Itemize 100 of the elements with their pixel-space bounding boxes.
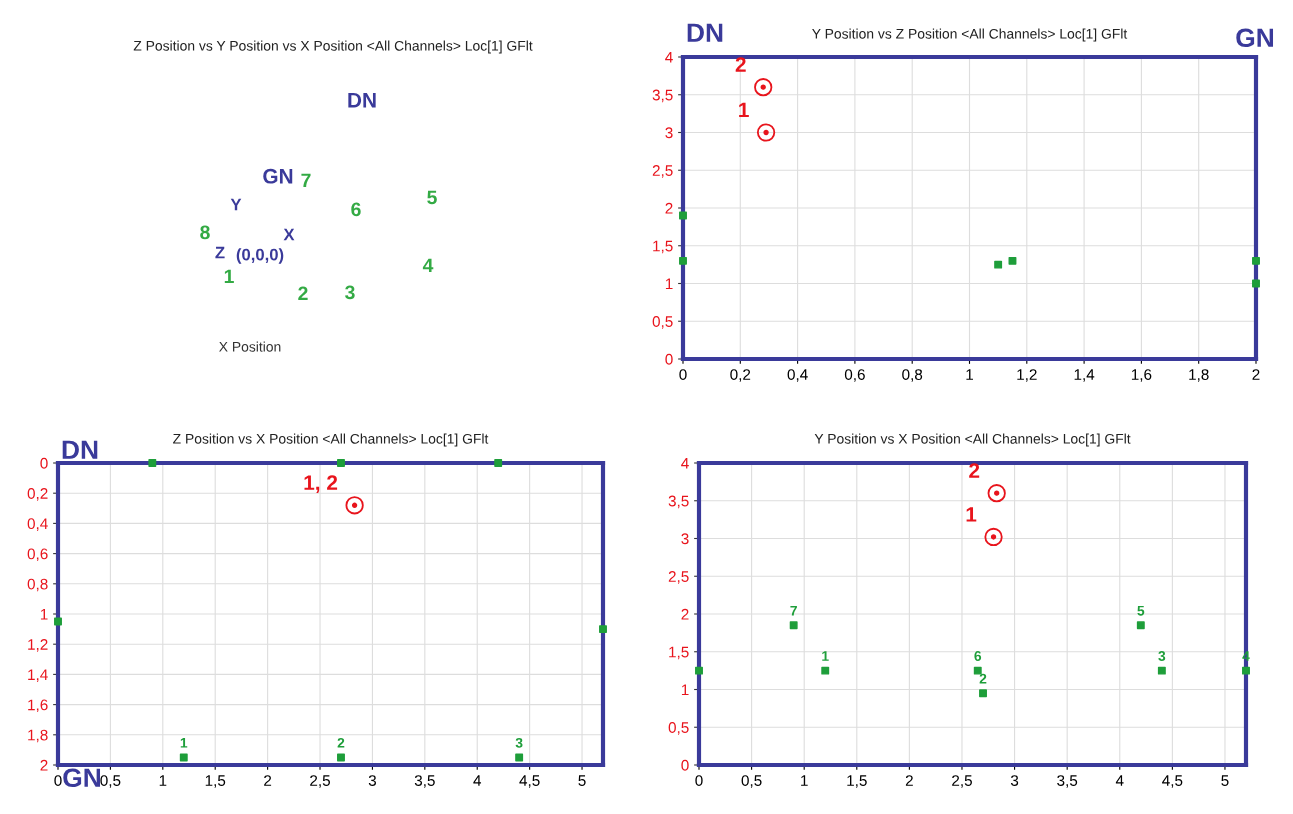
text: Z Position vs Y Position vs X Position <All Channels> Loc[1] GFlt [133, 40, 533, 54]
point [345, 496, 364, 515]
point [494, 459, 503, 467]
text: 3 [345, 285, 355, 300]
y-tick-label: 0,2 [27, 488, 48, 501]
text: Z [215, 246, 225, 259]
text: 2 [298, 286, 308, 301]
x-tick-label: 0,6 [844, 369, 865, 382]
y-tick-label: 3,5 [652, 89, 673, 103]
y-tick-label: 1,5 [669, 646, 689, 660]
point [754, 78, 773, 97]
annotation: 6 [974, 651, 982, 661]
x-tick-label: 4,5 [1162, 775, 1183, 788]
x-tick-label: 4,5 [519, 775, 540, 788]
x-tick-label: 2,5 [952, 775, 972, 788]
point [973, 666, 982, 675]
y-tick-label: 1,8 [28, 729, 48, 743]
point [789, 621, 798, 630]
x-tick-label: 0,5 [741, 775, 762, 788]
text: (0,0,0) [236, 248, 284, 264]
y-tick-label: 3,5 [668, 495, 689, 509]
chart-title: Y Position vs X Position <All Channels> Loc[1] GFlt [814, 433, 1131, 447]
text: 1 [224, 269, 234, 284]
text: GN [1236, 28, 1274, 48]
text: 5 [427, 190, 437, 205]
annotation: 3 [515, 737, 523, 748]
y-tick-label: 2 [40, 759, 48, 771]
y-tick-label: 4 [665, 52, 673, 63]
x-tick-label: 1,5 [847, 775, 867, 788]
point [979, 689, 987, 698]
annotation: 1, 2 [304, 475, 338, 494]
text: GN [263, 168, 293, 184]
point [984, 527, 1003, 547]
x-tick-label: 5 [578, 775, 586, 786]
x-tick-label: 1,2 [1017, 369, 1037, 382]
text: 8 [200, 225, 210, 240]
x-tick-label: 5 [1221, 775, 1229, 786]
y-tick-label: 0,4 [27, 518, 48, 531]
point [1252, 256, 1260, 265]
annotation: 2 [735, 57, 746, 72]
x-tick-label: 2,5 [310, 775, 330, 788]
annotation: 7 [790, 605, 797, 616]
annotation: 3 [1158, 651, 1166, 661]
y-tick-label: 2 [681, 608, 689, 620]
x-tick-label: 0,8 [902, 369, 923, 382]
x-tick-label: 2 [1252, 369, 1260, 380]
annotation: 4 [1242, 651, 1250, 661]
text: 6 [351, 202, 361, 217]
y-tick-label: 1,4 [28, 669, 48, 682]
point [599, 625, 607, 634]
annotation: 1 [822, 651, 829, 661]
x-tick-label: 0 [695, 775, 703, 786]
x-tick-label: 2 [905, 775, 913, 786]
y-tick-label: 2,5 [652, 165, 673, 178]
x-tick-label: 1,6 [1131, 369, 1152, 382]
x-tick-label: 3,5 [1057, 775, 1078, 788]
y-tick-label: 0,8 [27, 578, 48, 592]
x-tick-label: 3 [1010, 775, 1019, 786]
point [695, 666, 703, 675]
point [337, 753, 345, 762]
annotation: 1 [180, 738, 188, 748]
x-tick-label: 1,4 [1074, 369, 1095, 382]
text: 4 [422, 258, 434, 273]
x-tick-label: 1,5 [205, 775, 226, 788]
x-tick-label: 4 [1115, 775, 1124, 786]
y-tick-label: 1 [665, 278, 673, 290]
point [821, 666, 830, 675]
point [679, 211, 687, 220]
y-tick-label: 3 [681, 533, 689, 545]
y-tick-label: 3 [665, 127, 673, 139]
point [1008, 256, 1017, 265]
y-tick-label: 0,6 [27, 548, 48, 562]
text: X [283, 228, 295, 241]
point [1242, 666, 1250, 675]
annotation: 2 [969, 463, 980, 478]
text: DN [62, 440, 98, 459]
y-tick-label: 2 [665, 202, 673, 214]
annotation: 2 [337, 737, 345, 748]
x-tick-label: 2 [264, 775, 272, 786]
text: X Position [219, 341, 281, 352]
y-tick-label: 1 [40, 609, 48, 620]
point [679, 256, 687, 265]
x-tick-label: 3,5 [414, 775, 435, 788]
y-tick-label: 1,2 [28, 639, 48, 652]
y-tick-label: 2,5 [668, 571, 689, 584]
y-tick-label: 0 [681, 759, 689, 771]
x-tick-label: 0,5 [100, 775, 121, 788]
y-tick-label: 0,5 [652, 316, 673, 329]
x-tick-label: 1 [159, 775, 167, 786]
annotation: 1 [739, 102, 749, 118]
annotation: 2 [979, 673, 987, 684]
point [756, 123, 776, 142]
text: 7 [301, 173, 311, 188]
chart-title: Z Position vs X Position <All Channels> Loc[1] GFlt [173, 433, 489, 447]
x-tick-label: 1 [966, 369, 973, 380]
point [1157, 666, 1166, 675]
point [994, 260, 1003, 269]
annotation: 5 [1137, 605, 1145, 616]
text: DN [687, 23, 723, 42]
y-tick-label: 4 [681, 458, 689, 469]
